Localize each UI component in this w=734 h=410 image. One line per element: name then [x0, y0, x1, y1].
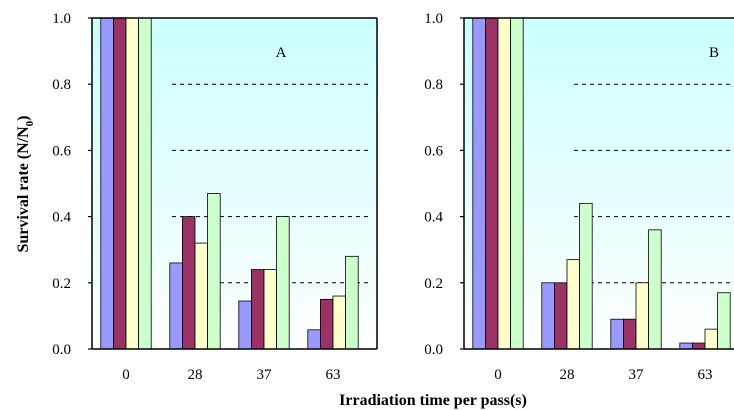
bar — [704, 328, 719, 350]
bar — [113, 17, 127, 350]
panel-B: 0 28 37 63 0.0 0.2 0.4 0.6 0.8 1.0 B — [424, 11, 734, 383]
x-tick-label: 0 — [494, 367, 502, 383]
x-tick-label: 37 — [257, 367, 273, 383]
bar — [648, 229, 662, 350]
y-axis-title-close: ) — [15, 115, 32, 120]
y-tick-label: 0.8 — [424, 77, 443, 93]
bar — [138, 17, 152, 350]
x-tick-label: 63 — [326, 367, 341, 383]
panel-label: A — [276, 45, 287, 61]
y-tick-label: 0.0 — [424, 342, 443, 358]
y-tick-label: 0.4 — [424, 210, 443, 226]
x-axis-title: Irradiation time per pass(s) — [339, 392, 527, 409]
bar — [541, 282, 555, 350]
bar — [692, 342, 706, 350]
bar — [169, 262, 183, 350]
y-axis-title: Survival rate (N/N0) — [15, 115, 36, 252]
bar — [250, 269, 265, 350]
bar — [566, 259, 581, 350]
bar — [554, 282, 568, 350]
bar — [125, 17, 140, 350]
bar — [345, 255, 359, 350]
bar — [497, 17, 512, 350]
bar — [484, 17, 499, 350]
x-tick-label: 37 — [629, 367, 645, 383]
y-tick-label: 0.6 — [424, 143, 443, 159]
bar — [181, 216, 196, 350]
bar — [623, 318, 637, 350]
panel-A: 0 28 37 63 0.0 0.2 0.4 0.6 0.8 1.0 A — [52, 11, 378, 383]
bar — [510, 17, 524, 350]
panel-label: B — [709, 45, 719, 61]
y-tick-label: 0.8 — [52, 77, 71, 93]
y-tick-label: 0.6 — [52, 143, 71, 159]
bar — [579, 202, 593, 350]
bar — [276, 216, 290, 350]
y-tick-label: 0.2 — [52, 276, 71, 292]
y-tick-label: 1.0 — [52, 11, 71, 27]
x-tick-label: 28 — [188, 367, 203, 383]
bar — [472, 17, 486, 350]
y-tick-label: 0.0 — [52, 342, 71, 358]
y-tick-label: 1.0 — [424, 11, 443, 27]
y-tick-label: 0.4 — [52, 210, 71, 226]
x-tick-label: 0 — [122, 367, 130, 383]
bar — [717, 292, 731, 350]
bar — [610, 318, 624, 350]
y-tick-label: 0.2 — [424, 276, 443, 292]
bar — [679, 342, 693, 350]
bar — [263, 269, 278, 350]
y-axis-title-subscript: 0 — [24, 120, 36, 126]
bar — [194, 242, 209, 350]
bar — [207, 193, 221, 350]
bar — [332, 295, 347, 350]
bar — [319, 298, 334, 350]
x-tick-label: 28 — [560, 367, 575, 383]
bar — [238, 300, 252, 350]
y-axis-title-main: Survival rate (N/N — [15, 126, 32, 253]
x-tick-label: 63 — [698, 367, 713, 383]
bar — [100, 17, 114, 350]
bar — [307, 329, 321, 350]
bar — [635, 282, 650, 350]
